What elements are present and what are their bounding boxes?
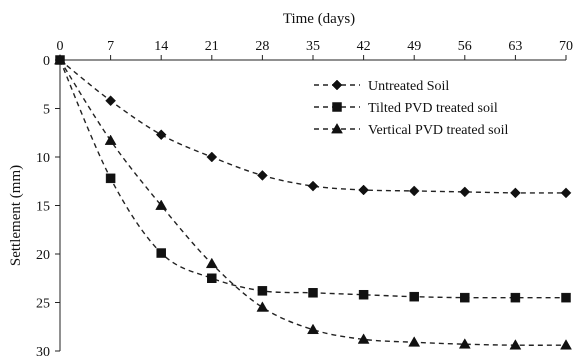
legend: Untreated Soil Tilted PVD treated soil Ver… xyxy=(314,79,508,138)
data-point-square xyxy=(460,292,470,303)
data-point-diamond xyxy=(459,186,471,198)
y-tick-label: 30 xyxy=(36,345,50,360)
y-tick-label: 20 xyxy=(36,248,50,263)
x-ticks: 0 7 14 21 28 35 42 49 56 63 70 xyxy=(57,39,573,60)
legend-label: Vertical PVD treated soil xyxy=(368,123,508,138)
data-point-diamond xyxy=(105,95,116,107)
legend-marker-diamond xyxy=(331,79,343,91)
x-tick-label: 42 xyxy=(357,39,371,54)
series-line xyxy=(59,59,567,346)
data-point-diamond xyxy=(206,151,218,163)
data-point-square xyxy=(207,273,217,283)
x-tick-label: 28 xyxy=(255,39,269,54)
legend-label: Untreated Soil xyxy=(368,79,449,94)
legend-item: Untreated Soil xyxy=(314,79,449,94)
data-point-square xyxy=(561,292,571,303)
data-point-square xyxy=(358,289,369,300)
x-tick-label: 70 xyxy=(559,39,573,54)
series-layer xyxy=(54,53,572,350)
legend-item: Tilted PVD treated soil xyxy=(314,101,498,116)
legend-marker-triangle xyxy=(331,122,343,134)
data-point-triangle xyxy=(104,134,117,145)
x-tick-label: 63 xyxy=(508,39,522,54)
x-tick-label: 0 xyxy=(57,39,64,54)
y-tick-label: 0 xyxy=(43,54,50,69)
series-square xyxy=(55,55,571,303)
legend-item: Vertical PVD treated soil xyxy=(314,122,508,138)
y-tick-label: 25 xyxy=(36,297,50,312)
data-point-triangle xyxy=(256,301,269,312)
data-point-square xyxy=(257,286,268,296)
data-point-diamond xyxy=(257,170,268,181)
data-point-triangle xyxy=(54,53,66,65)
data-point-diamond xyxy=(358,184,369,196)
data-point-triangle xyxy=(560,339,572,350)
y-axis-title: Settlement (mm) xyxy=(8,165,24,266)
series-line xyxy=(59,59,567,194)
data-point-triangle xyxy=(155,199,168,210)
x-tick-label: 49 xyxy=(407,39,421,54)
data-point-triangle xyxy=(458,338,471,349)
y-tick-label: 10 xyxy=(36,151,50,166)
data-point-square xyxy=(409,291,419,302)
x-tick-label: 35 xyxy=(306,39,320,54)
data-point-triangle xyxy=(357,333,370,344)
y-ticks: 0 5 10 15 20 25 30 xyxy=(36,54,60,360)
series-line xyxy=(59,59,566,299)
data-point-diamond xyxy=(307,180,319,192)
y-tick-label: 5 xyxy=(43,103,50,118)
x-tick-label: 21 xyxy=(205,39,219,54)
series-triangle xyxy=(54,53,572,350)
data-point-diamond xyxy=(510,187,521,199)
data-point-triangle xyxy=(408,336,421,347)
data-point-diamond xyxy=(408,185,420,197)
legend-marker-square xyxy=(332,102,342,112)
x-tick-label: 14 xyxy=(154,39,168,54)
data-point-square xyxy=(308,288,318,298)
x-tick-label: 7 xyxy=(107,39,114,54)
y-tick-label: 15 xyxy=(36,200,50,215)
x-tick-label: 56 xyxy=(458,39,472,54)
data-point-triangle xyxy=(509,339,522,350)
data-point-square xyxy=(510,292,521,303)
data-point-diamond xyxy=(560,187,572,199)
data-point-triangle xyxy=(205,257,218,269)
data-point-triangle xyxy=(307,323,319,335)
legend-label: Tilted PVD treated soil xyxy=(368,101,498,116)
data-point-square xyxy=(156,248,166,258)
x-axis-title: Time (days) xyxy=(283,11,355,27)
data-point-square xyxy=(105,173,116,184)
data-point-diamond xyxy=(155,129,167,141)
